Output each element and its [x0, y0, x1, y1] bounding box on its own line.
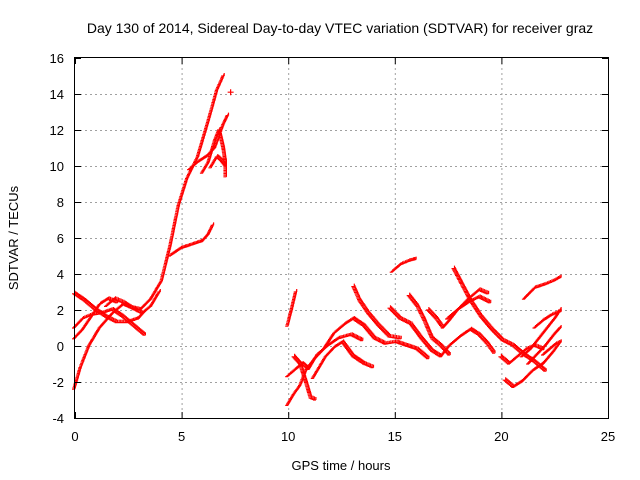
series-track-8	[199, 127, 227, 178]
x-tick-label: 0	[71, 429, 78, 444]
series-track-5	[104, 289, 161, 315]
y-tick-label: 2	[57, 303, 64, 318]
y-tick-label: 16	[50, 51, 64, 66]
grid	[75, 58, 608, 418]
x-tick-label: 10	[281, 429, 295, 444]
y-axis-label: SDTVAR / TECUs	[6, 185, 21, 290]
data-marks	[72, 73, 562, 406]
y-tick-label: 14	[50, 87, 64, 102]
x-tick-label: 15	[388, 429, 402, 444]
series-track-23	[502, 339, 562, 388]
x-tick-label: 20	[494, 429, 508, 444]
series-track-26	[521, 274, 562, 300]
y-tick-label: 8	[57, 195, 64, 210]
plot-frame	[74, 57, 609, 419]
series-track-3	[72, 307, 146, 336]
series-track-24	[519, 307, 562, 358]
series-track-28	[541, 339, 562, 356]
chart-title: Day 130 of 2014, Sidereal Day-to-day VTE…	[87, 20, 593, 36]
series-track-10	[285, 289, 298, 327]
y-tick-label: -4	[52, 411, 64, 426]
series-track-6	[167, 222, 215, 257]
x-tick-label: 5	[178, 429, 185, 444]
x-tick-label: 25	[601, 429, 615, 444]
y-tick-label: -2	[52, 375, 64, 390]
series-track-20	[451, 265, 547, 372]
series-track-15	[351, 283, 402, 340]
series-track-1	[72, 73, 225, 390]
series-track-27	[532, 308, 562, 329]
series-track-14	[310, 339, 375, 379]
x-axis-label: GPS time / hours	[292, 458, 391, 473]
series-track-19	[425, 294, 492, 329]
y-tick-label: 10	[50, 159, 64, 174]
y-tick-label: 0	[57, 339, 64, 354]
y-tick-label: 12	[50, 123, 64, 138]
y-tick-label: 4	[57, 267, 64, 282]
series-track-13	[291, 353, 317, 401]
series-track-12	[285, 316, 430, 406]
series-track-21	[445, 287, 490, 320]
series-track-18	[406, 292, 451, 356]
axis-ticks: 0 5 10 15 20 25 -4 -2 0 2 4 6 8 10 12 14 16	[50, 51, 616, 444]
y-tick-label: 6	[57, 231, 64, 246]
series-track-16	[389, 256, 417, 273]
series-isolated	[227, 89, 234, 96]
series-track-25	[526, 325, 562, 365]
series-track-9	[208, 154, 227, 169]
